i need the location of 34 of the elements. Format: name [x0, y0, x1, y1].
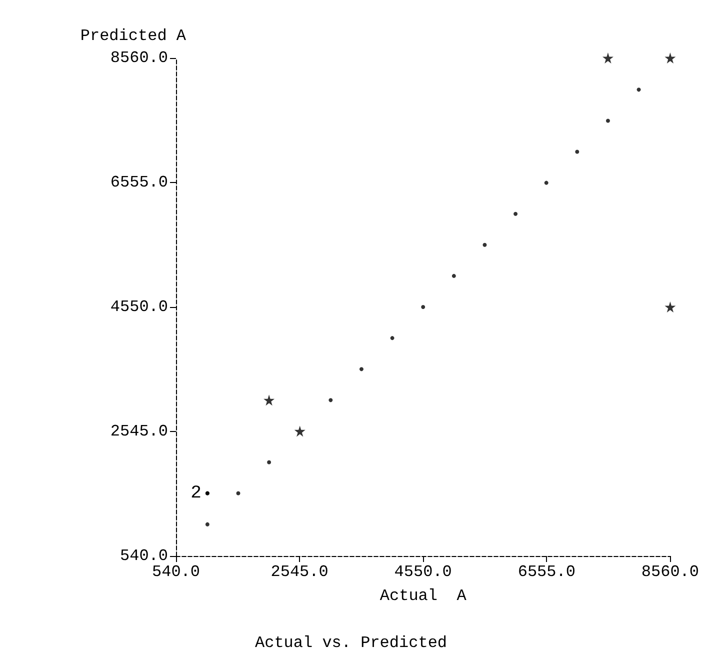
point	[606, 118, 610, 123]
point	[575, 150, 580, 154]
point	[205, 491, 210, 496]
x-tick-label: 4550.0	[394, 563, 452, 581]
annotation: 2	[190, 483, 202, 504]
point	[482, 242, 487, 247]
x-tick-label: 540.0	[152, 563, 200, 581]
point	[664, 52, 676, 64]
point	[328, 398, 333, 402]
point	[236, 491, 240, 496]
point	[390, 336, 394, 340]
point	[294, 426, 306, 437]
point	[602, 52, 614, 64]
point	[664, 302, 676, 312]
x-tick-label: 8560.0	[641, 563, 699, 581]
point	[544, 180, 548, 185]
point	[267, 460, 272, 464]
point	[359, 367, 364, 372]
y-tick-label: 6555.0	[110, 174, 168, 192]
y-tick-label: 2545.0	[110, 422, 168, 440]
x-tick-label: 2545.0	[270, 563, 328, 581]
point	[452, 274, 456, 278]
point	[264, 394, 275, 406]
x-axis-title: Actual A	[380, 587, 467, 605]
point	[205, 522, 210, 526]
y-tick-label: 4550.0	[110, 298, 168, 316]
y-tick-label: 8560.0	[110, 49, 168, 67]
text: Actual vs. Predicted	[254, 634, 448, 652]
point	[636, 88, 641, 92]
y-axis-title: Predicted A	[80, 27, 186, 45]
y-tick-label: 540.0	[120, 547, 168, 565]
x-tick-label: 6555.0	[518, 563, 576, 581]
point	[514, 212, 518, 216]
point	[421, 305, 426, 309]
